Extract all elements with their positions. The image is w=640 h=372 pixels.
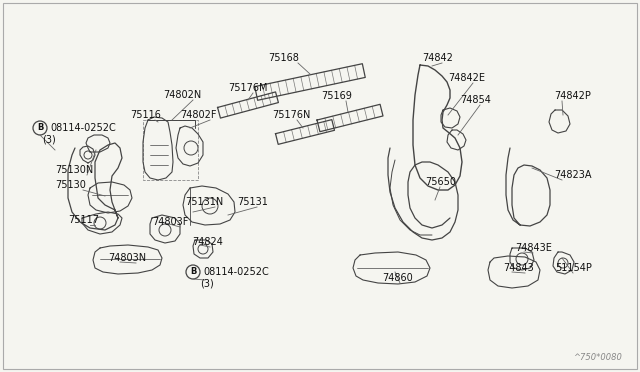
Text: 74842P: 74842P — [554, 91, 591, 101]
Text: 75117: 75117 — [68, 215, 99, 225]
Text: 74802F: 74802F — [180, 110, 216, 120]
Text: 75131N: 75131N — [185, 197, 223, 207]
Text: 75176N: 75176N — [272, 110, 310, 120]
Bar — [143, 120, 198, 180]
Text: 51154P: 51154P — [555, 263, 592, 273]
Text: 75116: 75116 — [130, 110, 161, 120]
Text: 74802N: 74802N — [163, 90, 201, 100]
Text: 08114-0252C: 08114-0252C — [203, 267, 269, 277]
Text: ^750*0080: ^750*0080 — [573, 353, 622, 362]
Text: 74842E: 74842E — [448, 73, 485, 83]
Text: B: B — [190, 267, 196, 276]
Text: 74843: 74843 — [503, 263, 534, 273]
Text: 74842: 74842 — [422, 53, 453, 63]
Text: 08114-0252C: 08114-0252C — [50, 123, 116, 133]
Text: 75169: 75169 — [321, 91, 352, 101]
Text: 74803N: 74803N — [108, 253, 146, 263]
Text: (3): (3) — [42, 135, 56, 145]
Text: 74860: 74860 — [382, 273, 413, 283]
Text: 75131: 75131 — [237, 197, 268, 207]
Text: 75650: 75650 — [425, 177, 456, 187]
Text: 75168: 75168 — [268, 53, 299, 63]
Text: 74854: 74854 — [460, 95, 491, 105]
Text: B: B — [37, 124, 43, 132]
Text: 74823A: 74823A — [554, 170, 591, 180]
Text: 74803F: 74803F — [152, 217, 188, 227]
Text: 75130N: 75130N — [55, 165, 93, 175]
Text: 75130: 75130 — [55, 180, 86, 190]
Text: 75176M: 75176M — [228, 83, 268, 93]
Text: 74843E: 74843E — [515, 243, 552, 253]
Text: (3): (3) — [200, 279, 214, 289]
Text: 74824: 74824 — [192, 237, 223, 247]
